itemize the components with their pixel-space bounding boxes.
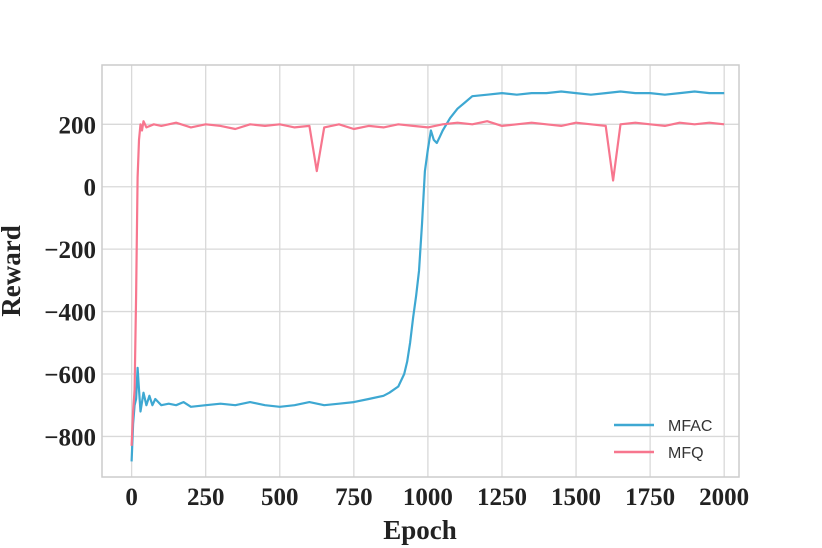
x-axis-title: Epoch (383, 515, 457, 545)
x-tick-label: 250 (187, 484, 225, 511)
y-axis-title: Reward (0, 225, 26, 316)
y-tick-label: 200 (59, 112, 97, 139)
x-tick-label: 500 (261, 484, 299, 511)
y-tick-labels: −800 −600 −400 −200 0 200 (44, 112, 96, 451)
y-tick-label: −800 (44, 424, 96, 451)
legend: MFAC MFQ (614, 418, 712, 462)
plot-frame (101, 64, 740, 478)
y-tick-label: −200 (44, 237, 96, 264)
y-tick-label: 0 (84, 175, 97, 202)
series-line-mfq (130, 120, 725, 446)
legend-label: MFAC (668, 418, 712, 435)
x-tick-label: 1000 (403, 484, 453, 511)
y-tick-label: −600 (44, 362, 96, 389)
series-lines (130, 90, 725, 462)
x-tick-label: 2000 (699, 484, 749, 511)
x-tick-label: 1750 (625, 484, 675, 511)
series-line-mfac (130, 90, 725, 462)
x-tick-labels: 0 250 500 750 1000 1250 1500 1750 2000 (125, 484, 749, 511)
y-tick-label: −400 (44, 300, 96, 327)
x-tick-label: 1500 (551, 484, 601, 511)
x-tick-label: 0 (125, 484, 138, 511)
legend-label: MFQ (668, 445, 704, 462)
x-tick-label: 750 (335, 484, 373, 511)
x-tick-label: 1250 (477, 484, 527, 511)
